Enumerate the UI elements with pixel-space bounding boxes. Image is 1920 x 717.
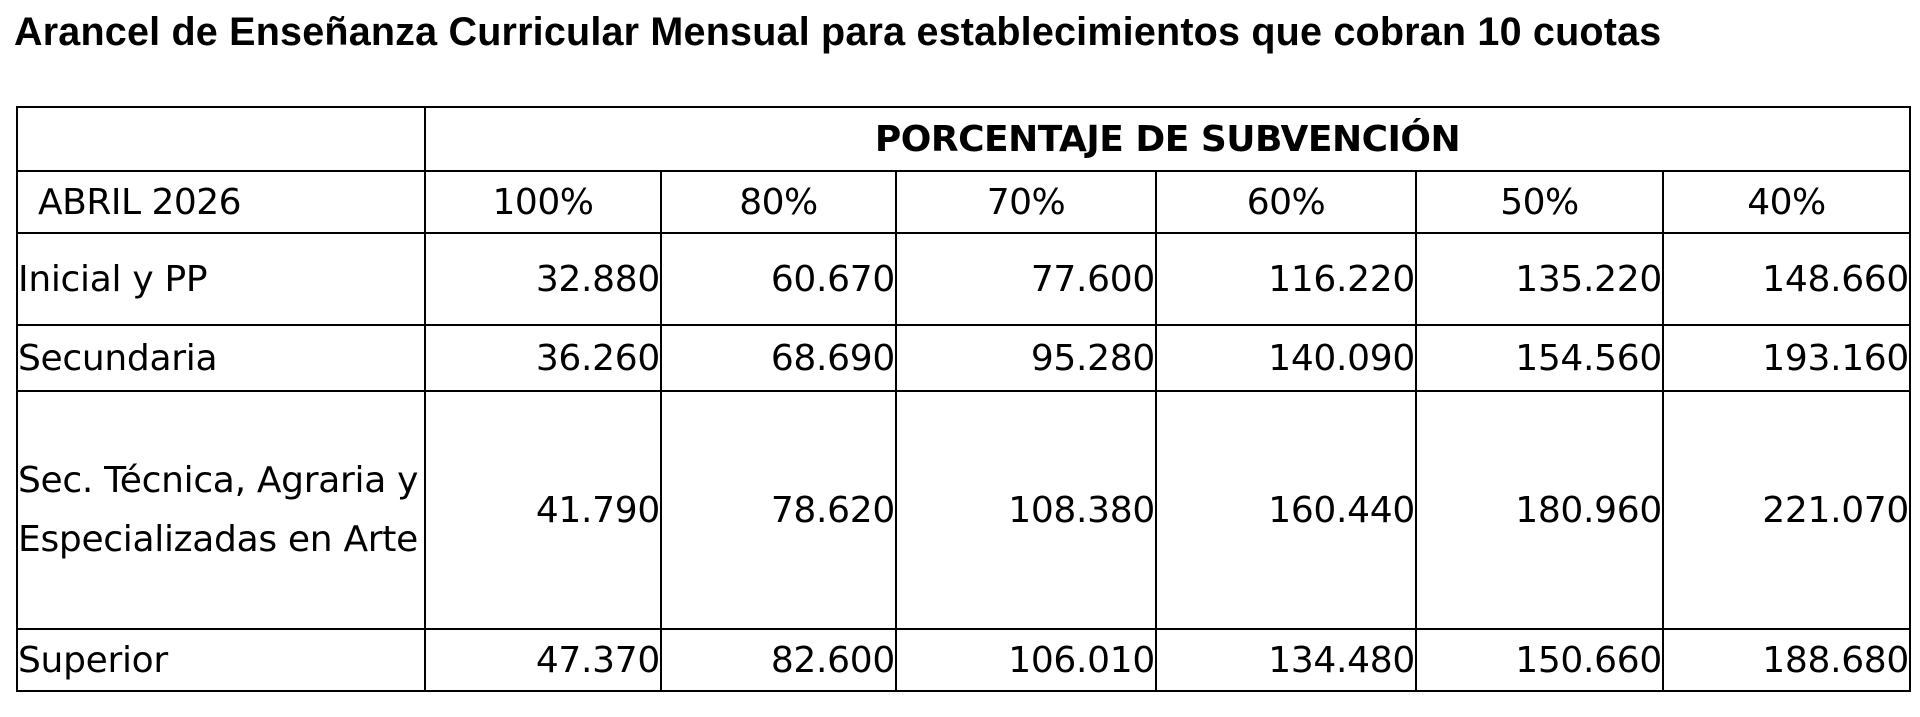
table-cell: 160.440: [1155, 390, 1417, 630]
table-cell: 77.600: [895, 232, 1157, 326]
table-cell: 193.160: [1661, 324, 1912, 392]
table-cell: 135.220: [1415, 232, 1664, 326]
table-cell: 68.690: [660, 324, 897, 392]
row-label: Superior: [16, 628, 426, 692]
table-row: Inicial y PP 32.880 60.670 77.600 116.22…: [16, 232, 1912, 326]
column-header-70: 70%: [895, 170, 1157, 234]
table-cell: 36.260: [424, 324, 662, 392]
table-row: Sec. Técnica, Agraria y Especializadas e…: [16, 390, 1912, 630]
tariff-table: PORCENTAJE DE SUBVENCIÓN ABRIL 2026 100%…: [16, 106, 1912, 692]
column-header-40: 40%: [1661, 170, 1912, 234]
table-cell: 95.280: [895, 324, 1157, 392]
page-title: Arancel de Enseñanza Curricular Mensual …: [14, 10, 1662, 54]
table-cell: 82.600: [660, 628, 897, 692]
table-cell: 116.220: [1155, 232, 1417, 326]
column-header-row: ABRIL 2026 100% 80% 70% 60% 50% 40%: [16, 170, 1912, 234]
column-header-50: 50%: [1415, 170, 1664, 234]
table-cell: 221.070: [1661, 390, 1912, 630]
table-cell: 60.670: [660, 232, 897, 326]
group-header-row: PORCENTAJE DE SUBVENCIÓN: [16, 106, 1912, 172]
table-cell: 154.560: [1415, 324, 1664, 392]
table-cell: 134.480: [1155, 628, 1417, 692]
column-header-100: 100%: [424, 170, 662, 234]
subsidy-percentage-header: PORCENTAJE DE SUBVENCIÓN: [423, 106, 1912, 172]
column-header-60: 60%: [1155, 170, 1417, 234]
table-cell: 47.370: [424, 628, 662, 692]
table-row: Superior 47.370 82.600 106.010 134.480 1…: [16, 628, 1912, 692]
table-row: Secundaria 36.260 68.690 95.280 140.090 …: [16, 324, 1912, 392]
table-cell: 108.380: [895, 390, 1157, 630]
table-cell: 148.660: [1661, 232, 1912, 326]
empty-corner-cell: [16, 106, 426, 172]
table-cell: 78.620: [660, 390, 897, 630]
table-cell: 41.790: [424, 390, 662, 630]
table-cell: 180.960: [1415, 390, 1664, 630]
period-header: ABRIL 2026: [16, 170, 426, 234]
table-cell: 32.880: [424, 232, 662, 326]
column-header-80: 80%: [660, 170, 897, 234]
table-cell: 106.010: [895, 628, 1157, 692]
table-cell: 150.660: [1415, 628, 1664, 692]
row-label: Sec. Técnica, Agraria y Especializadas e…: [16, 390, 426, 630]
row-label: Secundaria: [16, 324, 426, 392]
table-cell: 188.680: [1661, 628, 1912, 692]
row-label: Inicial y PP: [16, 232, 426, 326]
table-cell: 140.090: [1155, 324, 1417, 392]
